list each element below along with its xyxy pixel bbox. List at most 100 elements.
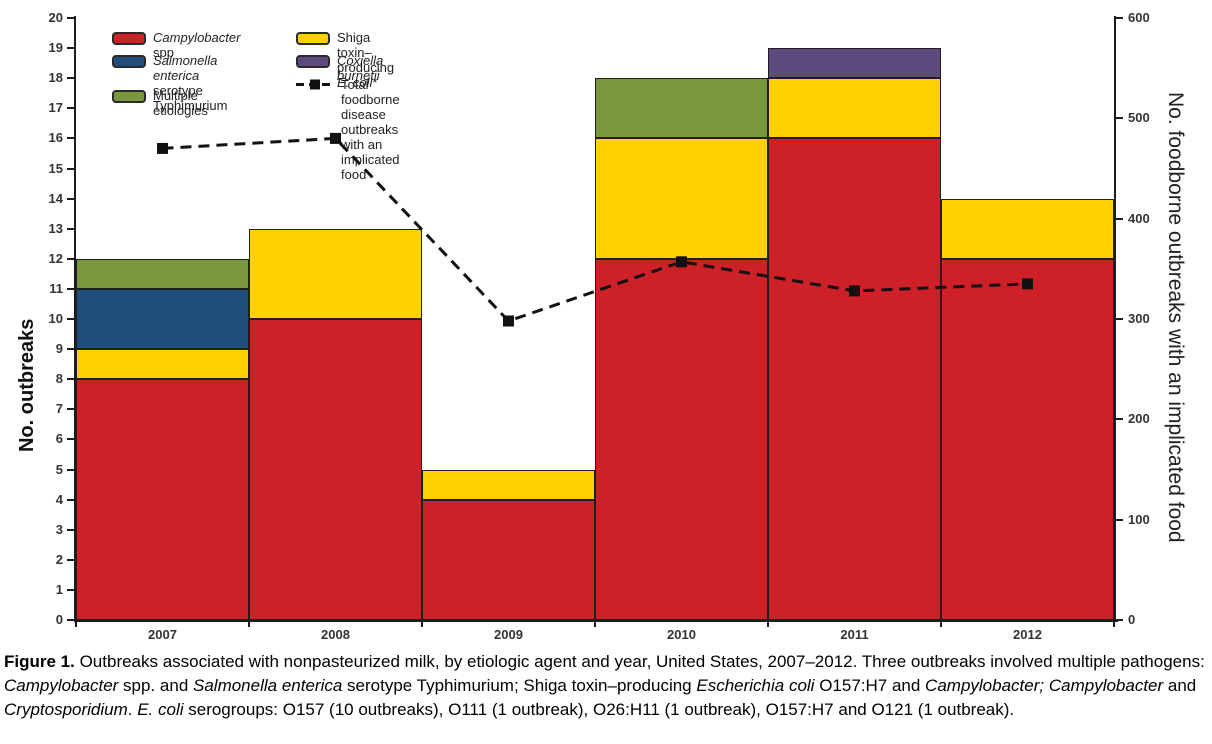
y-axis-left-tick-label: 16 [48,130,63,146]
y-axis-left-tick [67,137,74,140]
bar-segment-stec-2012 [941,198,1114,259]
legend-line-marker-icon [296,79,334,90]
legend-item-stec: Shiga toxin–producing E. coli* [296,30,394,90]
y-axis-left-tick-label: 5 [55,461,63,477]
y-axis-right-tick [1116,418,1123,421]
bar-segment-stec-2009 [422,469,595,500]
x-axis-category-label: 2011 [840,627,869,642]
legend-label-coxiella: Coxiella burnetii [337,53,384,83]
legend-swatch-coxiella-icon [296,55,330,68]
bar-segment-campylobacter-2007 [76,379,249,620]
y-axis-right-tick [1116,518,1123,521]
bar-segment-campylobacter-2010 [595,258,768,620]
x-axis-category-label: 2009 [494,627,523,642]
bar-segment-campylobacter-2011 [768,138,941,620]
x-axis-category-label: 2008 [321,627,350,642]
y-axis-left-tick-label: 12 [48,250,63,266]
y-axis-left-tick-label: 6 [55,431,63,447]
legend-label-salmonella: Salmonella enterica serotype Typhimurium [153,53,228,113]
y-axis-right-tick-label: 500 [1128,110,1150,126]
y-axis-right-tick-label: 600 [1128,10,1150,25]
y-axis-left-tick [67,107,74,110]
y-axis-left-tick [67,287,74,290]
y-axis-left-tick [67,77,74,80]
y-axis-right-tick [1116,619,1123,621]
bar-segment-stec-2010 [595,138,768,259]
x-axis-tick [767,622,769,627]
bar-segment-stec-2007 [76,349,249,380]
y-axis-left-tick-label: 13 [48,220,63,236]
x-axis-tick [421,622,423,627]
legend-item-campylobacter: Campylobacter spp [112,30,240,60]
y-axis-left-tick-label: 19 [48,40,63,56]
y-axis-right-tick [1116,117,1123,120]
bar-segment-stec-2011 [768,78,941,139]
y-axis-left-line [74,16,76,622]
bar-segment-salmonella-2007 [76,288,249,350]
legend-item-multiple: Multiple etiologies [112,88,208,118]
y-axis-left-tick-label: 2 [55,551,63,567]
line-marker-2007 [157,142,168,154]
bar-segment-multiple-2007 [76,258,249,289]
x-axis-category-label: 2010 [667,627,696,642]
y-axis-left-tick-label: 17 [48,100,63,116]
y-axis-left-tick-label: 8 [55,371,63,387]
y-axis-left-tick [67,348,74,351]
legend-item-salmonella: Salmonella enterica serotype Typhimurium [112,53,227,113]
legend-swatch-campylobacter-icon [112,32,146,45]
x-axis-line [74,619,1118,622]
y-axis-left-tick [67,408,74,411]
y-axis-left-tick-label: 10 [48,311,63,326]
x-axis-tick [594,622,596,627]
y-axis-left-tick [67,167,74,170]
x-axis-tick [248,622,250,627]
y-axis-left-tick [67,468,74,471]
bar-segment-campylobacter-2012 [941,258,1114,620]
bar-segment-stec-2008 [249,228,422,319]
y-axis-left-tick-label: 20 [48,10,63,25]
y-axis-right-line [1114,16,1116,622]
legend-swatch-multiple-icon [112,90,146,103]
y-axis-left-tick-label: 1 [55,581,63,597]
y-axis-left-tick-label: 14 [48,190,63,206]
y-axis-left-tick [67,227,74,230]
y-axis-left-tick [67,619,74,621]
legend-label-stec: Shiga toxin–producing E. coli* [337,30,395,90]
y-axis-left-tick-label: 9 [55,341,63,357]
y-axis-left-tick-label: 0 [55,612,63,627]
legend-swatch-stec-icon [296,32,330,45]
y-axis-left-tick-label: 3 [55,521,63,537]
y-axis-right-tick-label: 200 [1128,411,1150,427]
y-axis-left-tick [67,498,74,501]
x-axis-tick [1113,622,1115,627]
y-axis-left-tick [67,378,74,381]
legend-item-line: Total foodborne disease outbreaks with a… [296,77,400,182]
y-axis-left-tick [67,257,74,260]
y-axis-right-tick-label: 400 [1128,210,1150,226]
bar-segment-coxiella-2011 [768,48,941,79]
legend-label-multiple: Multiple etiologies [153,88,208,118]
y-axis-left-tick [67,588,74,591]
bar-segment-multiple-2010 [595,78,768,139]
figure-caption: Figure 1. Outbreaks associated with nonp… [4,652,1205,719]
y-axis-right-tick-label: 100 [1128,511,1150,527]
bar-segment-campylobacter-2008 [249,319,422,620]
y-axis-left-tick [67,197,74,200]
y-axis-right-tick [1116,17,1123,19]
y-axis-left-tick-label: 15 [48,160,63,176]
y-axis-left-tick-label: 7 [55,401,63,417]
y-axis-left-tick-label: 18 [48,70,63,86]
y-axis-right-tick-label: 0 [1128,612,1136,627]
x-axis-tick [940,622,942,627]
x-axis-tick [75,622,77,627]
x-axis-category-label: 2012 [1013,627,1042,642]
y-axis-left-tick [67,558,74,561]
y-axis-left-tick [67,528,74,531]
y-axis-left-tick [67,318,74,320]
legend-swatch-salmonella-icon [112,55,146,68]
legend-label-line: Total foodborne disease outbreaks with a… [341,77,400,182]
y-axis-right-title: No. foodborne outbreaks with an implicat… [1164,92,1187,543]
y-axis-left-tick [67,438,74,441]
y-axis-left-tick-label: 11 [49,280,63,296]
